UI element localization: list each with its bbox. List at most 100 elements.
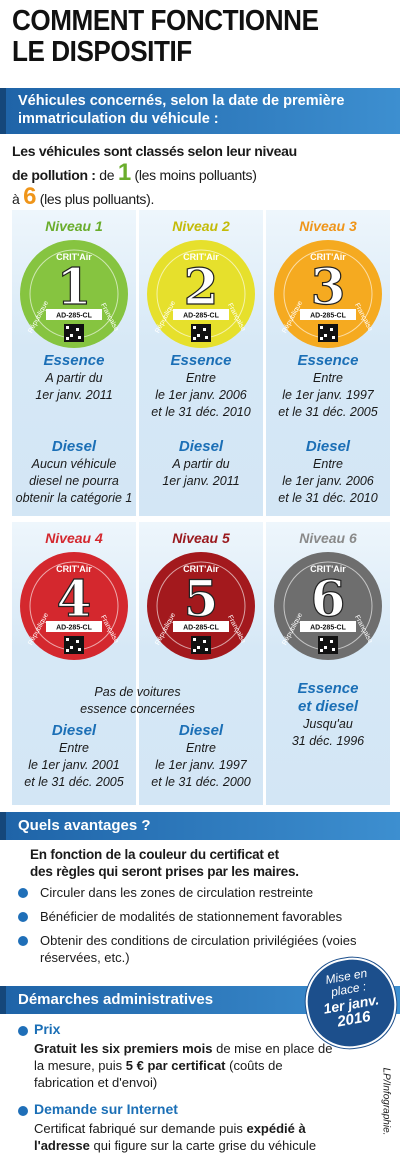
level-label: Niveau 1 <box>45 218 103 234</box>
bullet <box>18 1106 28 1116</box>
item-text: Gratuit les six premiers mois de mise en… <box>34 1040 334 1091</box>
intro-line: des règles qui seront prises par les mai… <box>30 864 299 879</box>
sticker-plate <box>300 309 356 320</box>
sticker-qr-dot <box>330 640 333 643</box>
fuel-block: Diesel A partir du 1er janv. 2011 <box>139 438 263 490</box>
title-line: COMMENT FONCTIONNE <box>12 5 319 37</box>
sticker-qr-dot <box>205 336 208 339</box>
sticker-plate-text: AD-285-CL <box>56 625 93 632</box>
sticker-disc <box>274 240 382 348</box>
fuel-text: Entre <box>186 371 216 385</box>
sticker-number: 1 <box>57 257 92 316</box>
fuel-text: A partir du <box>45 371 103 385</box>
sticker-qr-dot <box>66 638 69 641</box>
sticker-qr-dot <box>70 646 73 649</box>
fuel-block: Diesel Entre le 1er janv. 2001 et le 31 déc… <box>12 722 136 791</box>
level-cell: Niveau 4 CRIT'Air 4 AD-285-CL République Fran… <box>12 522 136 805</box>
sticker-disc <box>147 552 255 660</box>
intro: Les véhicules sont classés selon leur ni… <box>12 140 297 210</box>
sticker-qr-dot <box>193 337 196 340</box>
fuel-title: Diesel <box>178 722 224 739</box>
intro-text: de pollution : <box>12 167 96 183</box>
fuel-block: Essence Entre le 1er janv. 2006 et le 31 dé… <box>139 352 263 421</box>
sticker-qr-dot <box>76 328 79 331</box>
sticker-qr-dot <box>332 336 335 339</box>
heading-line: immatriculation du véhicule : <box>18 111 219 127</box>
fuel-text: et le 31 déc. 2000 <box>151 775 251 789</box>
sticker-brand: CRIT'Air <box>310 252 346 262</box>
sticker-qr-dot <box>332 648 335 651</box>
text: qui figure sur la carte grise du véhicul… <box>93 1138 317 1153</box>
note-line: essence concernées <box>80 702 195 716</box>
fuel-title: Essence <box>297 352 359 369</box>
fuel-title: Diesel <box>51 722 97 739</box>
fuel-text: et le 31 déc. 2010 <box>151 405 251 419</box>
sticker-qr-dot <box>320 649 323 652</box>
sticker-plate <box>46 621 102 632</box>
fuel-text: Aucun véhicule <box>31 457 117 471</box>
sticker-brand: CRIT'Air <box>56 252 92 262</box>
intro-text: Les véhicules sont classés selon leur ni… <box>12 143 297 159</box>
bullet <box>18 1026 28 1036</box>
fuel-text: le 1er janv. 1997 <box>155 758 247 772</box>
text: (coûts de fabrication et d'envoi) <box>34 1058 283 1090</box>
sticker-qr-dot <box>66 649 69 652</box>
sticker-plate-text: AD-285-CL <box>310 313 347 320</box>
intro-line: à 6 (les plus polluants). <box>12 185 297 210</box>
credit: LP/Infographie. <box>380 1067 392 1136</box>
title: COMMENT FONCTIONNE LE DISPOSITIF <box>12 6 319 68</box>
intro-text: (les plus polluants). <box>39 191 155 207</box>
fuel-text: 1er janv. 2011 <box>35 388 113 402</box>
sticker-qr-dot <box>66 337 69 340</box>
fuel-text: et le 31 déc. 2010 <box>278 491 378 505</box>
fuel-text: 1er janv. 2011 <box>162 474 240 488</box>
fuel-text: Entre <box>186 741 216 755</box>
intro-line: En fonction de la couleur du certificat … <box>30 847 279 862</box>
bullet <box>18 888 28 898</box>
sticker-plate-text: AD-285-CL <box>183 313 220 320</box>
bullet <box>18 912 28 922</box>
sticker-qr-dot <box>320 326 323 329</box>
level-cell: Niveau 3 CRIT'Air 3 AD-285-CL République Fran… <box>266 210 390 516</box>
bullet-text: Circuler dans les zones de circulation r… <box>40 885 314 900</box>
fuel-text: le 1er janv. 2006 <box>282 474 374 488</box>
sticker-disc <box>147 240 255 348</box>
sticker-brand: CRIT'Air <box>183 564 219 574</box>
item-text: Certificat fabriqué sur demande puis exp… <box>34 1120 364 1154</box>
sticker-number: 6 <box>311 569 346 628</box>
intro-line: Les véhicules sont classés selon leur ni… <box>12 140 297 162</box>
fuel-title: Essence <box>170 352 232 369</box>
sticker-number: 2 <box>184 257 219 316</box>
sticker-qr-dot <box>78 336 81 339</box>
title-line: LE DISPOSITIF <box>12 36 192 68</box>
bullet-text: Obtenir des conditions de circulation pr… <box>40 933 357 965</box>
fuel-title: Essence <box>43 352 105 369</box>
fuel-text: le 1er janv. 2001 <box>28 758 120 772</box>
sticker-qr-dot <box>203 328 206 331</box>
section-heading: Véhicules concernés, selon la date de pr… <box>0 88 400 134</box>
fuel-text: Jusqu'au <box>303 717 353 731</box>
sticker-plate <box>173 621 229 632</box>
sticker-qr-dot <box>78 648 81 651</box>
text: de mise en place de la mesure, puis <box>34 1041 333 1073</box>
fuel-block: Diesel Entre le 1er janv. 2006 et le 31 déc… <box>266 438 390 507</box>
fuel-text: A partir du <box>172 457 230 471</box>
fuel-title: Diesel <box>51 438 97 455</box>
intro-line: de pollution : de 1 (les moins polluants… <box>12 161 297 186</box>
heading-line: Véhicules concernés, selon la date de pr… <box>18 93 345 109</box>
fuel-title: Essence <box>297 680 359 697</box>
sticker-plate <box>173 309 229 320</box>
sticker-qr-dot <box>193 649 196 652</box>
sticker-plate-text: AD-285-CL <box>56 313 93 320</box>
levels-grid: Niveau 1 CRIT'Air 1 AD-285-CL République Fran… <box>12 210 390 805</box>
sticker-disc <box>274 552 382 660</box>
intro-text: (les moins polluants) <box>134 167 257 183</box>
sticker-qr-dot <box>330 328 333 331</box>
